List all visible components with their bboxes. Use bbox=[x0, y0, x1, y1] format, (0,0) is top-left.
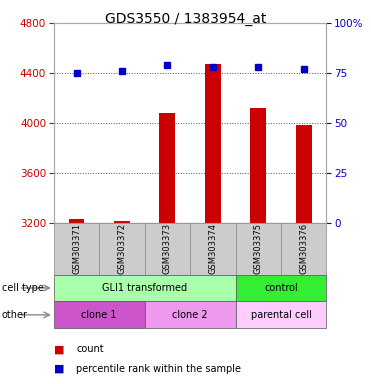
Text: GSM303371: GSM303371 bbox=[72, 223, 81, 274]
Bar bbox=[296, 125, 312, 223]
Bar bbox=[54, 223, 99, 275]
Bar bbox=[236, 275, 326, 301]
Bar bbox=[145, 223, 190, 275]
Text: cell type: cell type bbox=[2, 283, 44, 293]
Text: percentile rank within the sample: percentile rank within the sample bbox=[76, 364, 241, 374]
Bar bbox=[114, 221, 130, 223]
Bar bbox=[190, 223, 236, 275]
Bar bbox=[281, 223, 326, 275]
Bar bbox=[236, 301, 326, 328]
Text: GDS3550 / 1383954_at: GDS3550 / 1383954_at bbox=[105, 12, 266, 25]
Text: GSM303372: GSM303372 bbox=[118, 223, 127, 274]
Text: GSM303374: GSM303374 bbox=[209, 223, 217, 274]
Bar bbox=[54, 301, 145, 328]
Text: other: other bbox=[2, 310, 28, 320]
Bar bbox=[205, 64, 221, 223]
Text: count: count bbox=[76, 344, 104, 354]
Bar bbox=[250, 108, 266, 223]
Bar bbox=[99, 223, 145, 275]
Text: GSM303375: GSM303375 bbox=[254, 223, 263, 274]
Bar bbox=[145, 301, 236, 328]
Text: GSM303373: GSM303373 bbox=[163, 223, 172, 274]
Text: control: control bbox=[264, 283, 298, 293]
Text: clone 2: clone 2 bbox=[172, 310, 208, 320]
Text: ■: ■ bbox=[54, 344, 64, 354]
Text: GLI1 transformed: GLI1 transformed bbox=[102, 283, 187, 293]
Bar bbox=[69, 219, 85, 223]
Text: clone 1: clone 1 bbox=[82, 310, 117, 320]
Bar bbox=[236, 223, 281, 275]
Text: GSM303376: GSM303376 bbox=[299, 223, 308, 274]
Bar bbox=[160, 113, 175, 223]
Bar bbox=[54, 275, 236, 301]
Text: parental cell: parental cell bbox=[250, 310, 312, 320]
Text: ■: ■ bbox=[54, 364, 64, 374]
